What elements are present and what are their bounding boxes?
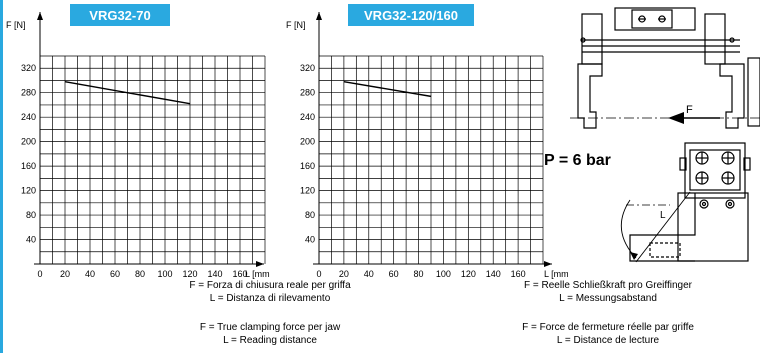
series-line xyxy=(64,81,191,105)
right-jaw xyxy=(719,63,745,129)
caption-fr-force: F = Force de fermeture réelle par griffe xyxy=(522,322,694,333)
left-jaw xyxy=(577,63,603,129)
accent-edge xyxy=(0,0,3,353)
caption-it-distance: L = Distanza di rilevamento xyxy=(209,293,331,304)
x-tick-label: 0 xyxy=(316,269,321,279)
x-tick-label: 0 xyxy=(37,269,42,279)
x-tick-label: 80 xyxy=(414,269,424,279)
caption-fr-distance: L = Distance de lecture xyxy=(556,335,660,346)
x-tick-label: 40 xyxy=(85,269,95,279)
y-tick-label: 320 xyxy=(21,63,36,73)
y-tick-label: 280 xyxy=(21,88,36,98)
gripper-body-top xyxy=(614,7,696,31)
chart-title: VRG32-120/160 xyxy=(364,8,458,23)
x-tick-label: 60 xyxy=(389,269,399,279)
y-tick-label: 120 xyxy=(21,186,36,196)
x-tick-label: 60 xyxy=(110,269,120,279)
x-axis-label: L [mm xyxy=(245,269,270,279)
y-tick-label: 120 xyxy=(300,186,315,196)
y-tick-label: 280 xyxy=(300,88,315,98)
chart-vrg32-70: VRG32-70F [N]L [mm4080120160200240280320… xyxy=(6,4,270,279)
pressure-label: P = 6 bar xyxy=(544,152,611,169)
x-tick-label: 80 xyxy=(135,269,145,279)
y-tick-label: 320 xyxy=(300,63,315,73)
chart-title: VRG32-70 xyxy=(89,8,150,23)
y-tick-label: 160 xyxy=(21,161,36,171)
y-tick-label: 200 xyxy=(300,137,315,147)
caption-de-distance: L = Messungsabstand xyxy=(559,293,657,304)
y-tick-label: 40 xyxy=(305,235,315,245)
caption-en-force: F = True clamping force per jaw xyxy=(199,322,341,333)
distance-label: L xyxy=(660,210,666,221)
x-axis-arrow xyxy=(256,261,264,267)
y-tick-label: 160 xyxy=(300,161,315,171)
x-tick-label: 160 xyxy=(511,269,526,279)
x-tick-label: 140 xyxy=(486,269,501,279)
x-tick-label: 100 xyxy=(157,269,172,279)
gripper-drawing: F L xyxy=(570,7,760,263)
chart-title-box xyxy=(70,4,170,26)
y-tick-label: 240 xyxy=(21,112,36,122)
x-axis-label: L [mm] xyxy=(544,269,568,279)
y-axis-arrow xyxy=(37,12,43,20)
y-tick-label: 80 xyxy=(305,210,315,220)
x-tick-label: 20 xyxy=(339,269,349,279)
caption-it-force: F = Forza di chiusura reale per griffa xyxy=(189,280,351,291)
x-tick-label: 140 xyxy=(207,269,222,279)
y-axis-label: F [N] xyxy=(6,20,26,30)
force-label: F xyxy=(686,104,693,116)
x-tick-label: 120 xyxy=(182,269,197,279)
y-axis-arrow xyxy=(316,12,322,20)
caption-de-force: F = Reelle Schließkraft pro Greiffinger xyxy=(524,280,692,291)
x-axis-arrow xyxy=(544,261,552,267)
x-tick-label: 40 xyxy=(364,269,374,279)
x-tick-label: 20 xyxy=(60,269,70,279)
chart-title-box xyxy=(348,4,474,26)
y-axis-label: F [N] xyxy=(286,20,306,30)
caption-en-distance: L = Reading distance xyxy=(223,335,317,346)
series-line xyxy=(343,81,432,98)
y-tick-label: 240 xyxy=(300,112,315,122)
y-tick-label: 80 xyxy=(26,210,36,220)
y-tick-label: 40 xyxy=(26,235,36,245)
x-tick-label: 120 xyxy=(461,269,476,279)
x-tick-label: 100 xyxy=(436,269,451,279)
y-tick-label: 200 xyxy=(21,137,36,147)
x-tick-label: 160 xyxy=(232,269,247,279)
